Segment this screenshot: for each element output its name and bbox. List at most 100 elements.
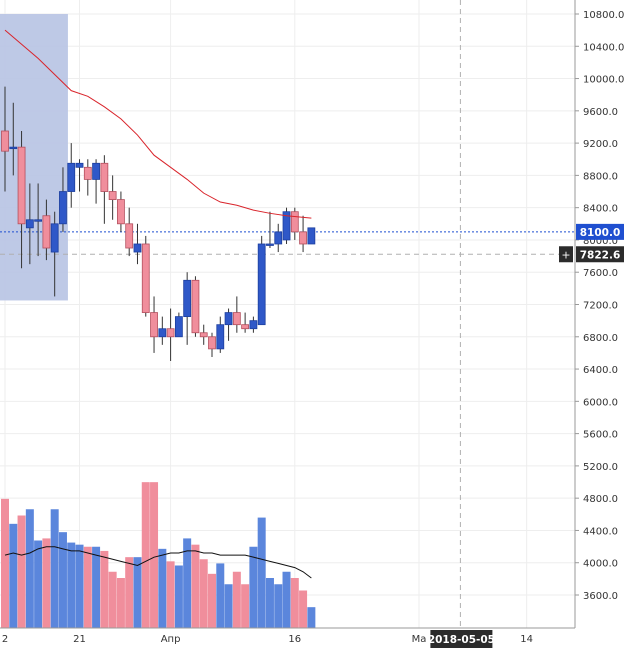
crosshair-plus-button[interactable]: [559, 246, 573, 263]
volume-bar[interactable]: [282, 571, 291, 628]
volume-bar[interactable]: [100, 550, 109, 628]
candle-body[interactable]: [208, 336, 216, 350]
volume-bar[interactable]: [150, 482, 159, 628]
candle-body[interactable]: [9, 146, 18, 150]
price-tick-label: 6800.0: [583, 333, 618, 344]
volume-bar[interactable]: [108, 571, 117, 628]
volume-bar[interactable]: [34, 540, 43, 629]
time-tick-label: Апр: [161, 634, 181, 645]
volume-bar[interactable]: [290, 578, 299, 628]
price-tick-label: 6000.0: [583, 397, 618, 408]
price-tick-label: 4000.0: [583, 559, 618, 570]
candle-body[interactable]: [166, 328, 175, 338]
volume-bar[interactable]: [166, 561, 175, 628]
candle-body[interactable]: [232, 312, 241, 326]
price-tick-label: 6400.0: [583, 365, 618, 376]
candle-body[interactable]: [59, 191, 67, 225]
candle-body[interactable]: [257, 243, 266, 326]
current-price-badge: [576, 223, 624, 240]
candle-body[interactable]: [100, 162, 109, 192]
volume-bar[interactable]: [50, 509, 59, 628]
candle-body[interactable]: [199, 332, 208, 338]
candle-body[interactable]: [92, 162, 100, 180]
volume-bar[interactable]: [141, 482, 150, 628]
candle-body[interactable]: [174, 316, 183, 338]
candle-body[interactable]: [282, 211, 291, 241]
candle-body[interactable]: [42, 215, 51, 249]
crosshair-price-label: 7822.6: [580, 249, 621, 261]
volume-bar[interactable]: [232, 571, 241, 628]
volume-bar[interactable]: [199, 559, 208, 628]
volume-bar[interactable]: [42, 538, 51, 628]
price-tick-label: 4800.0: [583, 494, 618, 505]
volume-bar[interactable]: [1, 498, 9, 628]
volume-bar[interactable]: [307, 607, 316, 628]
volume-bar[interactable]: [265, 578, 274, 628]
volume-bar[interactable]: [224, 584, 233, 628]
candle-body[interactable]: [266, 243, 274, 246]
candle-body[interactable]: [299, 231, 307, 245]
volume-bar[interactable]: [241, 584, 250, 628]
price-tick-label: 7600.0: [583, 268, 618, 279]
price-tick-label: 5600.0: [583, 430, 618, 441]
volume-bar[interactable]: [75, 544, 84, 628]
volume-bar[interactable]: [25, 509, 34, 628]
volume-bar[interactable]: [83, 546, 92, 628]
plus-icon[interactable]: +: [561, 248, 570, 261]
volume-bar[interactable]: [17, 515, 26, 629]
candle-body[interactable]: [50, 223, 59, 253]
volume-bar[interactable]: [249, 546, 258, 628]
candle-body[interactable]: [241, 324, 250, 330]
crosshair-date-label: 2018-05-05: [428, 634, 495, 646]
selection-highlight[interactable]: [0, 14, 68, 301]
candle-body[interactable]: [133, 243, 142, 253]
volume-bar[interactable]: [116, 578, 125, 628]
candle-body[interactable]: [183, 279, 192, 318]
candle-body[interactable]: [224, 312, 233, 326]
volume-bar[interactable]: [208, 573, 216, 628]
candle-body[interactable]: [67, 162, 76, 192]
moving-average-line: [4, 29, 312, 219]
candle-body[interactable]: [108, 191, 117, 200]
volume-bar[interactable]: [125, 557, 134, 628]
candle-body[interactable]: [150, 312, 158, 338]
price-tick-label: 5200.0: [583, 462, 618, 473]
volume-bar[interactable]: [274, 584, 283, 628]
volume-bar[interactable]: [9, 523, 18, 628]
crosshair-price-badge: [576, 246, 624, 263]
candle-body[interactable]: [17, 146, 26, 225]
candle-body[interactable]: [191, 279, 200, 334]
volume-bar[interactable]: [183, 538, 192, 628]
candle-body[interactable]: [158, 328, 167, 338]
price-tick-label: 9600.0: [583, 107, 618, 118]
volume-bar[interactable]: [191, 544, 200, 628]
volume-bar[interactable]: [133, 557, 142, 628]
price-tick-label: 7200.0: [583, 301, 618, 312]
price-tick-label: 4400.0: [583, 526, 618, 537]
candle-body[interactable]: [249, 320, 258, 330]
candle-body[interactable]: [25, 219, 34, 229]
candle-body[interactable]: [125, 223, 134, 249]
volume-bar[interactable]: [216, 563, 225, 628]
volume-bar[interactable]: [92, 546, 101, 628]
candle-body[interactable]: [274, 231, 283, 245]
volume-bar[interactable]: [58, 532, 67, 628]
price-tick-label: 3600.0: [583, 591, 618, 602]
candle-body[interactable]: [141, 243, 150, 313]
volume-bar[interactable]: [299, 590, 308, 629]
candle-body[interactable]: [117, 199, 125, 225]
volume-bar[interactable]: [257, 517, 266, 628]
price-tick-label: 9200.0: [583, 139, 618, 150]
candle-body[interactable]: [290, 211, 299, 233]
candle-body[interactable]: [307, 227, 316, 245]
volume-bar[interactable]: [67, 542, 76, 628]
candle-body[interactable]: [34, 219, 43, 222]
candle-body[interactable]: [216, 324, 225, 350]
candle-body[interactable]: [75, 162, 84, 168]
volume-bar[interactable]: [174, 565, 183, 629]
candle-body[interactable]: [83, 166, 92, 180]
candle-body[interactable]: [1, 130, 9, 152]
volume-bar[interactable]: [158, 548, 167, 628]
